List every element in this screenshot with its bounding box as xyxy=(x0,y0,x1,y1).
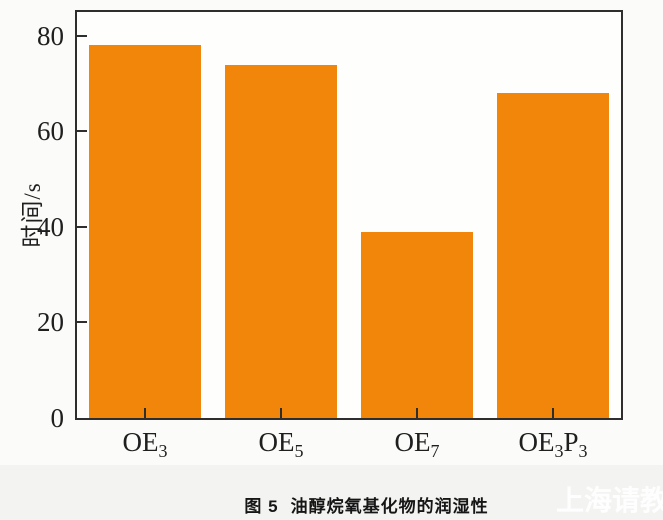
bar-OE_7 xyxy=(361,231,473,418)
bar-OE_5 xyxy=(225,64,337,418)
y-tick-label: 0 xyxy=(50,403,65,433)
y-tick xyxy=(77,321,87,324)
y-tick-label: 40 xyxy=(37,211,64,242)
bar-OE_3 xyxy=(89,45,201,418)
x-category-label: OE3 xyxy=(122,427,168,461)
figure-caption: 图 5 油醇烷氧基化物的润湿性 xyxy=(70,492,663,517)
x-category-label: OE7 xyxy=(394,427,440,461)
x-tick xyxy=(552,408,554,418)
plot-area xyxy=(75,10,623,420)
watermark-text: 上海请教 xyxy=(556,485,663,516)
x-tick xyxy=(416,408,418,418)
bar-OE_3P_3 xyxy=(497,93,609,418)
figure-caption-number: 图 5 xyxy=(244,497,279,516)
y-tick xyxy=(77,225,87,228)
x-tick xyxy=(144,408,146,418)
y-tick-label: 20 xyxy=(37,307,64,338)
x-tick xyxy=(280,408,282,418)
y-tick-label: 80 xyxy=(37,20,64,51)
y-tick-label: 60 xyxy=(37,116,64,147)
caption-band xyxy=(0,465,663,520)
figure-caption-text: 油醇烷氧基化物的润湿性 xyxy=(290,497,489,516)
y-tick xyxy=(77,130,87,133)
x-category-label: OE3P3 xyxy=(518,427,588,461)
y-tick xyxy=(77,34,87,37)
x-category-label: OE5 xyxy=(258,427,304,461)
